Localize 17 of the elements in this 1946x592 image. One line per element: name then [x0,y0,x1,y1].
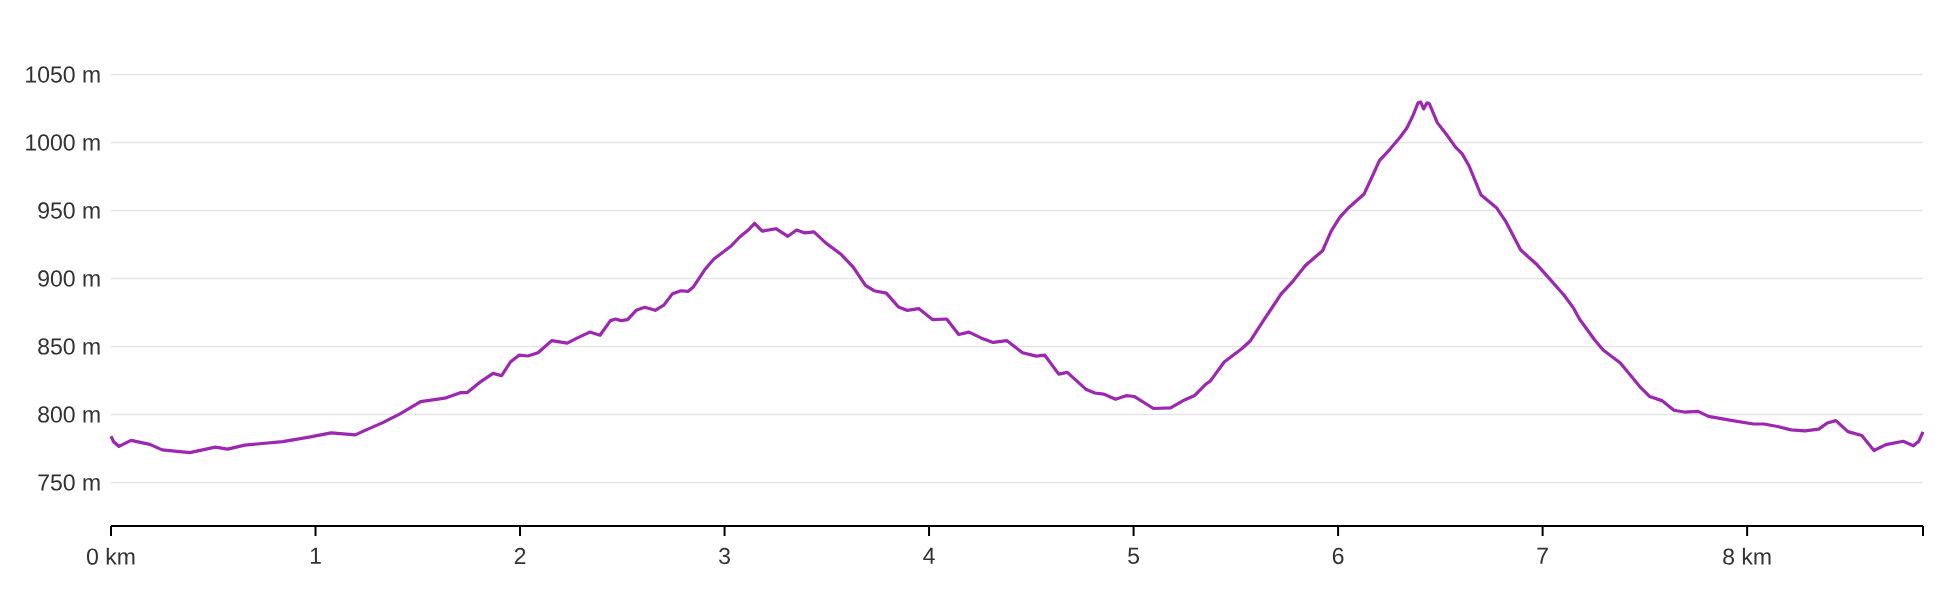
x-tick-label: 4 [923,547,935,564]
x-tick-label: 5 [1128,547,1140,564]
x-tick-label: 0 km [86,547,135,565]
y-tick-label: 950 m [38,202,100,219]
y-tick-label: 750 m [38,474,100,491]
y-tick-label: 800 m [38,406,100,423]
x-tick-label: 2 [514,547,526,564]
x-tick-label: 6 [1332,547,1344,565]
y-tick-label: 1050 m [26,66,100,83]
y-tick-label: 900 m [38,270,100,287]
line-series [109,100,1925,455]
y-tick-label: 850 m [38,338,100,355]
y-tick-label: 1000 m [26,134,100,151]
x-tick-label: 3 [719,547,730,565]
x-tick-label: 7 [1537,547,1548,564]
x-tick-label: 1 [310,547,321,564]
x-tick-label: 8 km [1723,547,1771,565]
